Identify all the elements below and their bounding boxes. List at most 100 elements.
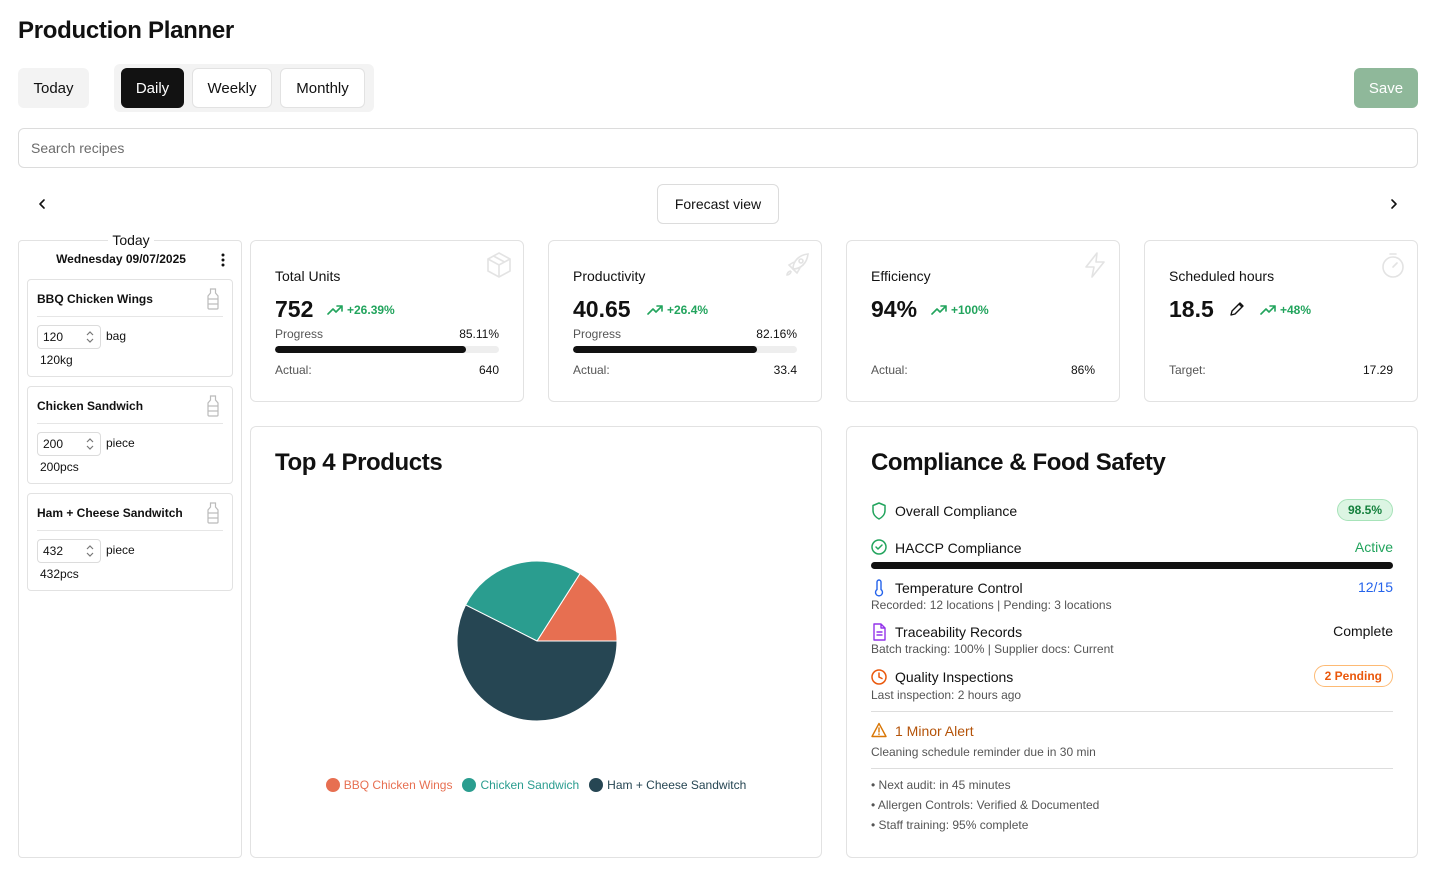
traceability-detail: Batch tracking: 100% | Supplier docs: Cu… (871, 642, 1114, 656)
actual-value: 86% (1070, 363, 1095, 377)
save-button[interactable]: Save (1354, 68, 1418, 108)
compliance-card: Compliance & Food Safety Overall Complia… (846, 426, 1418, 858)
stat-title: Total Units (275, 268, 341, 284)
recipe-card[interactable]: BBQ Chicken Wings 120 bag 120kg (27, 279, 233, 377)
temperature-row: Temperature Control 12/15 Recorded: 12 l… (871, 577, 1393, 617)
bullet-item: • Allergen Controls: Verified & Document… (871, 798, 1100, 812)
trend-value: +48% (1280, 303, 1312, 317)
quantity-stepper[interactable]: 120 (37, 325, 101, 349)
pie-slice-bbq-chicken-wings[interactable] (536, 572, 618, 642)
warning-triangle-icon (871, 722, 887, 743)
stat-trend: +26.39% (327, 303, 395, 317)
lightning-icon (1081, 251, 1109, 284)
stat-trend: +26.4% (647, 303, 708, 317)
card-title: Top 4 Products (275, 449, 443, 476)
recipe-name: Chicken Sandwich (37, 399, 144, 413)
legend-swatch (589, 778, 604, 792)
overall-compliance-badge: 98.5% (1336, 499, 1393, 521)
pie-slice-ham-cheese-sandwitch[interactable] (456, 604, 618, 722)
search-input[interactable] (18, 128, 1418, 168)
alert-row: 1 Minor Alert Cleaning schedule reminder… (871, 721, 1393, 761)
chart-legend: BBQ Chicken Wings Chicken Sandwich Ham + C… (251, 778, 821, 792)
bottle-icon (206, 395, 220, 422)
stat-title: Efficiency (871, 268, 931, 284)
today-button[interactable]: Today (18, 68, 89, 108)
legend-label: Ham + Cheese Sandwitch (607, 778, 747, 792)
quantity-stepper[interactable]: 200 (37, 432, 101, 456)
edit-pencil-icon[interactable] (1229, 301, 1245, 322)
traceability-label: Traceability Records (895, 624, 1023, 640)
trend-value: +26.39% (347, 303, 395, 317)
divider (37, 316, 223, 317)
actual-value: 640 (478, 363, 499, 377)
thermometer-icon (871, 579, 887, 602)
view-switcher: Daily Weekly Monthly (114, 64, 374, 112)
total-label: 120kg (40, 353, 73, 367)
quantity-value: 200 (43, 437, 64, 451)
temperature-label: Temperature Control (895, 580, 1023, 596)
actual-value: 33.4 (773, 363, 797, 377)
stat-trend: +100% (931, 303, 989, 317)
stepper-arrows-icon[interactable] (83, 329, 97, 345)
unit-label: piece (106, 543, 135, 557)
alert-label: 1 Minor Alert (895, 723, 974, 739)
actual-label: Actual: (573, 363, 610, 377)
more-options-icon[interactable] (215, 251, 231, 269)
haccp-progress-bar (871, 562, 1393, 569)
document-icon (871, 623, 887, 646)
chevron-right-icon[interactable] (1382, 192, 1406, 216)
target-label: Target: (1169, 363, 1206, 377)
recipe-name: Ham + Cheese Sandwitch (37, 506, 183, 520)
trending-up-icon (1260, 305, 1276, 315)
bullet-item: • Staff training: 95% complete (871, 818, 1029, 832)
divider (37, 423, 223, 424)
quality-label: Quality Inspections (895, 669, 1014, 685)
unit-label: piece (106, 436, 135, 450)
rocket-icon (783, 251, 811, 284)
legend-item[interactable]: Ham + Cheese Sandwitch (589, 778, 746, 792)
divider (871, 768, 1393, 769)
haccp-label: HACCP Compliance (895, 540, 1022, 556)
stat-trend: +48% (1260, 303, 1311, 317)
alert-detail: Cleaning schedule reminder due in 30 min (871, 745, 1096, 759)
quality-detail: Last inspection: 2 hours ago (871, 688, 1022, 702)
unit-label: bag (106, 329, 127, 343)
recipe-card[interactable]: Ham + Cheese Sandwitch 432 piece 432pcs (27, 493, 233, 591)
page-title: Production Planner (18, 17, 234, 44)
quality-status-badge: 2 Pending (1313, 665, 1393, 687)
shield-icon (871, 502, 887, 525)
chevron-left-icon[interactable] (30, 192, 54, 216)
legend-item[interactable]: BBQ Chicken Wings (325, 778, 452, 792)
stat-card-productivity: Productivity 40.65 +26.4% Progress 82.16… (548, 240, 822, 402)
stepper-arrows-icon[interactable] (83, 436, 97, 452)
tab-weekly[interactable]: Weekly (192, 68, 272, 108)
trending-up-icon (647, 305, 663, 315)
quantity-value: 432 (43, 544, 64, 558)
card-title: Compliance & Food Safety (871, 449, 1166, 476)
temperature-value: 12/15 (1357, 579, 1393, 595)
top-products-card: Top 4 Products BBQ Chicken Wings Chicken … (250, 426, 822, 858)
progress-percent: 82.16% (756, 327, 797, 341)
day-column: Today Wednesday 09/07/2025 BBQ Chicken W… (18, 232, 242, 858)
stepper-arrows-icon[interactable] (83, 543, 97, 559)
day-label-text: Today (108, 232, 154, 248)
legend-label: Chicken Sandwich (480, 778, 580, 792)
tab-daily[interactable]: Daily (121, 68, 184, 108)
forecast-view-button[interactable]: Forecast view (657, 184, 779, 224)
actual-label: Actual: (871, 363, 908, 377)
total-label: 432pcs (40, 567, 79, 581)
pie-slice-chicken-sandwich[interactable] (464, 560, 581, 642)
tab-monthly[interactable]: Monthly (280, 68, 365, 108)
day-date: Wednesday 09/07/2025 (56, 252, 186, 266)
stat-value: 18.5 (1169, 296, 1214, 322)
stat-value: 40.65 (573, 296, 631, 322)
progress-bar-fill (275, 346, 466, 353)
timer-icon (1379, 251, 1407, 284)
legend-item[interactable]: Chicken Sandwich (462, 778, 579, 792)
recipe-name: BBQ Chicken Wings (37, 292, 153, 306)
divider (871, 711, 1393, 712)
quantity-stepper[interactable]: 432 (37, 539, 101, 563)
recipe-card[interactable]: Chicken Sandwich 200 piece 200pcs (27, 386, 233, 484)
stat-value: 752 (275, 296, 314, 322)
overall-compliance-label: Overall Compliance (895, 503, 1018, 519)
